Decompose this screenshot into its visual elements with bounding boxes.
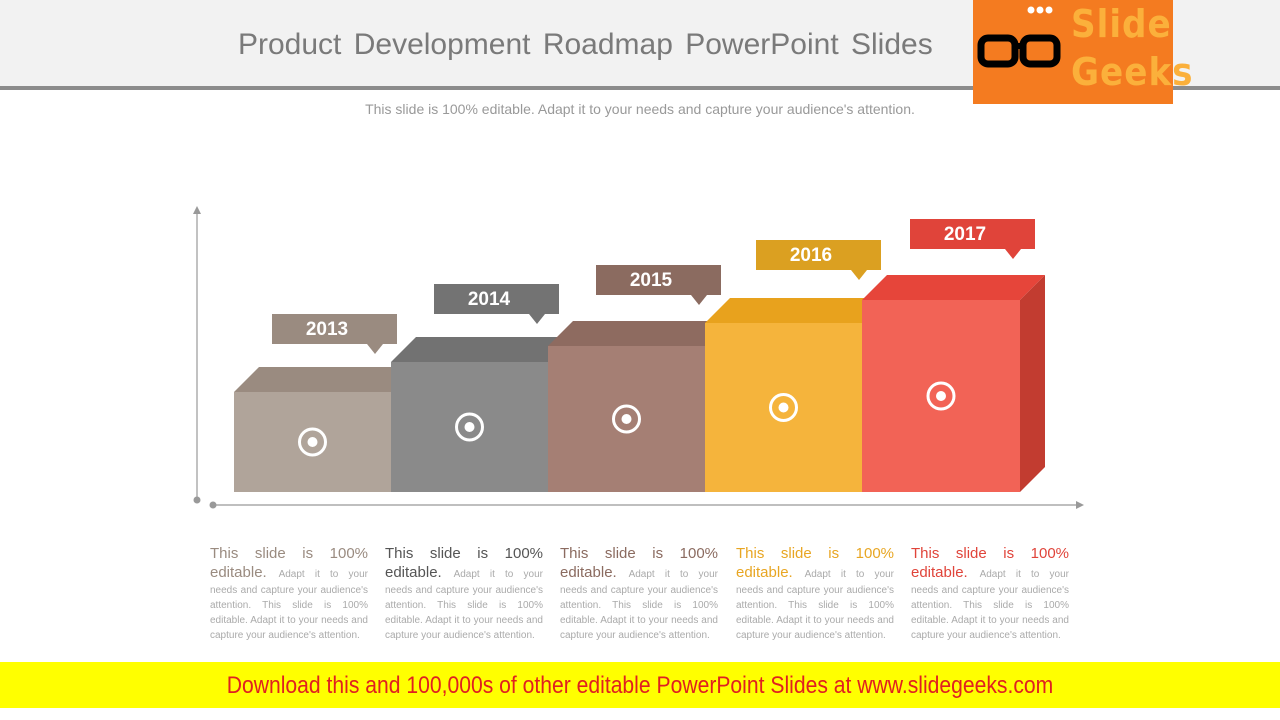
step-icon	[778, 402, 789, 413]
logo-text: Geeks	[1071, 50, 1194, 94]
year-label: 2015	[630, 270, 673, 291]
step-body: Adapt it to your needs and capture your …	[385, 569, 543, 641]
step-icon	[926, 381, 956, 411]
step-top	[234, 367, 416, 392]
step-text: This slide is 100% editable. Adapt it to…	[736, 544, 894, 642]
year-label: 2013	[306, 319, 348, 340]
logo-glasses	[977, 6, 1061, 68]
step-side	[1020, 275, 1045, 492]
step-icon	[455, 412, 484, 442]
step-text: This slide is 100% editable. Adapt it to…	[911, 544, 1069, 642]
arrow	[193, 206, 201, 214]
axis-dot	[209, 501, 217, 509]
step-body: Adapt it to your needs and capture your …	[736, 569, 894, 641]
footer-banner: Download this and 100,000s of other edit…	[0, 662, 1280, 708]
step-top	[391, 337, 573, 362]
step-icon	[464, 422, 475, 432]
step-icon	[936, 391, 946, 401]
logo-text: Slide	[1071, 2, 1172, 46]
year-label: 2014	[468, 289, 511, 310]
year-label-pointer	[367, 344, 383, 354]
step-top	[705, 298, 887, 323]
step-body: Adapt it to your needs and capture your …	[210, 569, 368, 641]
year-label-pointer	[1005, 249, 1021, 259]
year-label-pointer	[851, 270, 867, 280]
step-lead: This slide is 100% editable.	[911, 545, 1069, 581]
logo: Slide Geeks	[973, 0, 1193, 104]
step-icon	[769, 393, 798, 422]
step-icon	[298, 427, 327, 457]
year-label-pointer	[529, 314, 545, 324]
step-text: This slide is 100% editable. Adapt it to…	[560, 544, 718, 642]
year-label-box	[596, 265, 721, 295]
year-label: 2016	[790, 245, 832, 266]
step-top	[862, 275, 1045, 300]
arrow	[1076, 501, 1084, 509]
step-text: This slide is 100% editable. Adapt it to…	[210, 544, 368, 642]
step-icon	[307, 437, 318, 447]
step-top	[548, 321, 730, 346]
step-body: Adapt it to your needs and capture your …	[560, 569, 718, 641]
year-label-box	[910, 219, 1035, 249]
step-lead: This slide is 100% editable.	[560, 545, 718, 581]
title: Product Development Roadmap PowerPoint S…	[238, 28, 933, 61]
roadmap: 2013 2014 2015 2016 2017	[193, 206, 1084, 509]
step-lead: This slide is 100% editable.	[385, 545, 543, 581]
step-text: This slide is 100% editable. Adapt it to…	[385, 544, 543, 642]
step-icon	[612, 404, 641, 434]
year-label-box	[756, 240, 881, 270]
year-label-box	[272, 314, 397, 344]
year-label-box	[434, 284, 559, 314]
step-body: Adapt it to your needs and capture your …	[911, 569, 1069, 641]
step-lead: This slide is 100% editable.	[210, 545, 368, 581]
subtitle: This slide is 100% editable. Adapt it to…	[365, 101, 915, 117]
year-label-pointer	[691, 295, 707, 305]
year-label: 2017	[944, 224, 986, 245]
step-icon	[621, 414, 632, 424]
step-lead: This slide is 100% editable.	[736, 545, 894, 581]
axis-dot	[193, 496, 201, 504]
footer-text: Download this and 100,000s of other edit…	[226, 672, 1054, 699]
